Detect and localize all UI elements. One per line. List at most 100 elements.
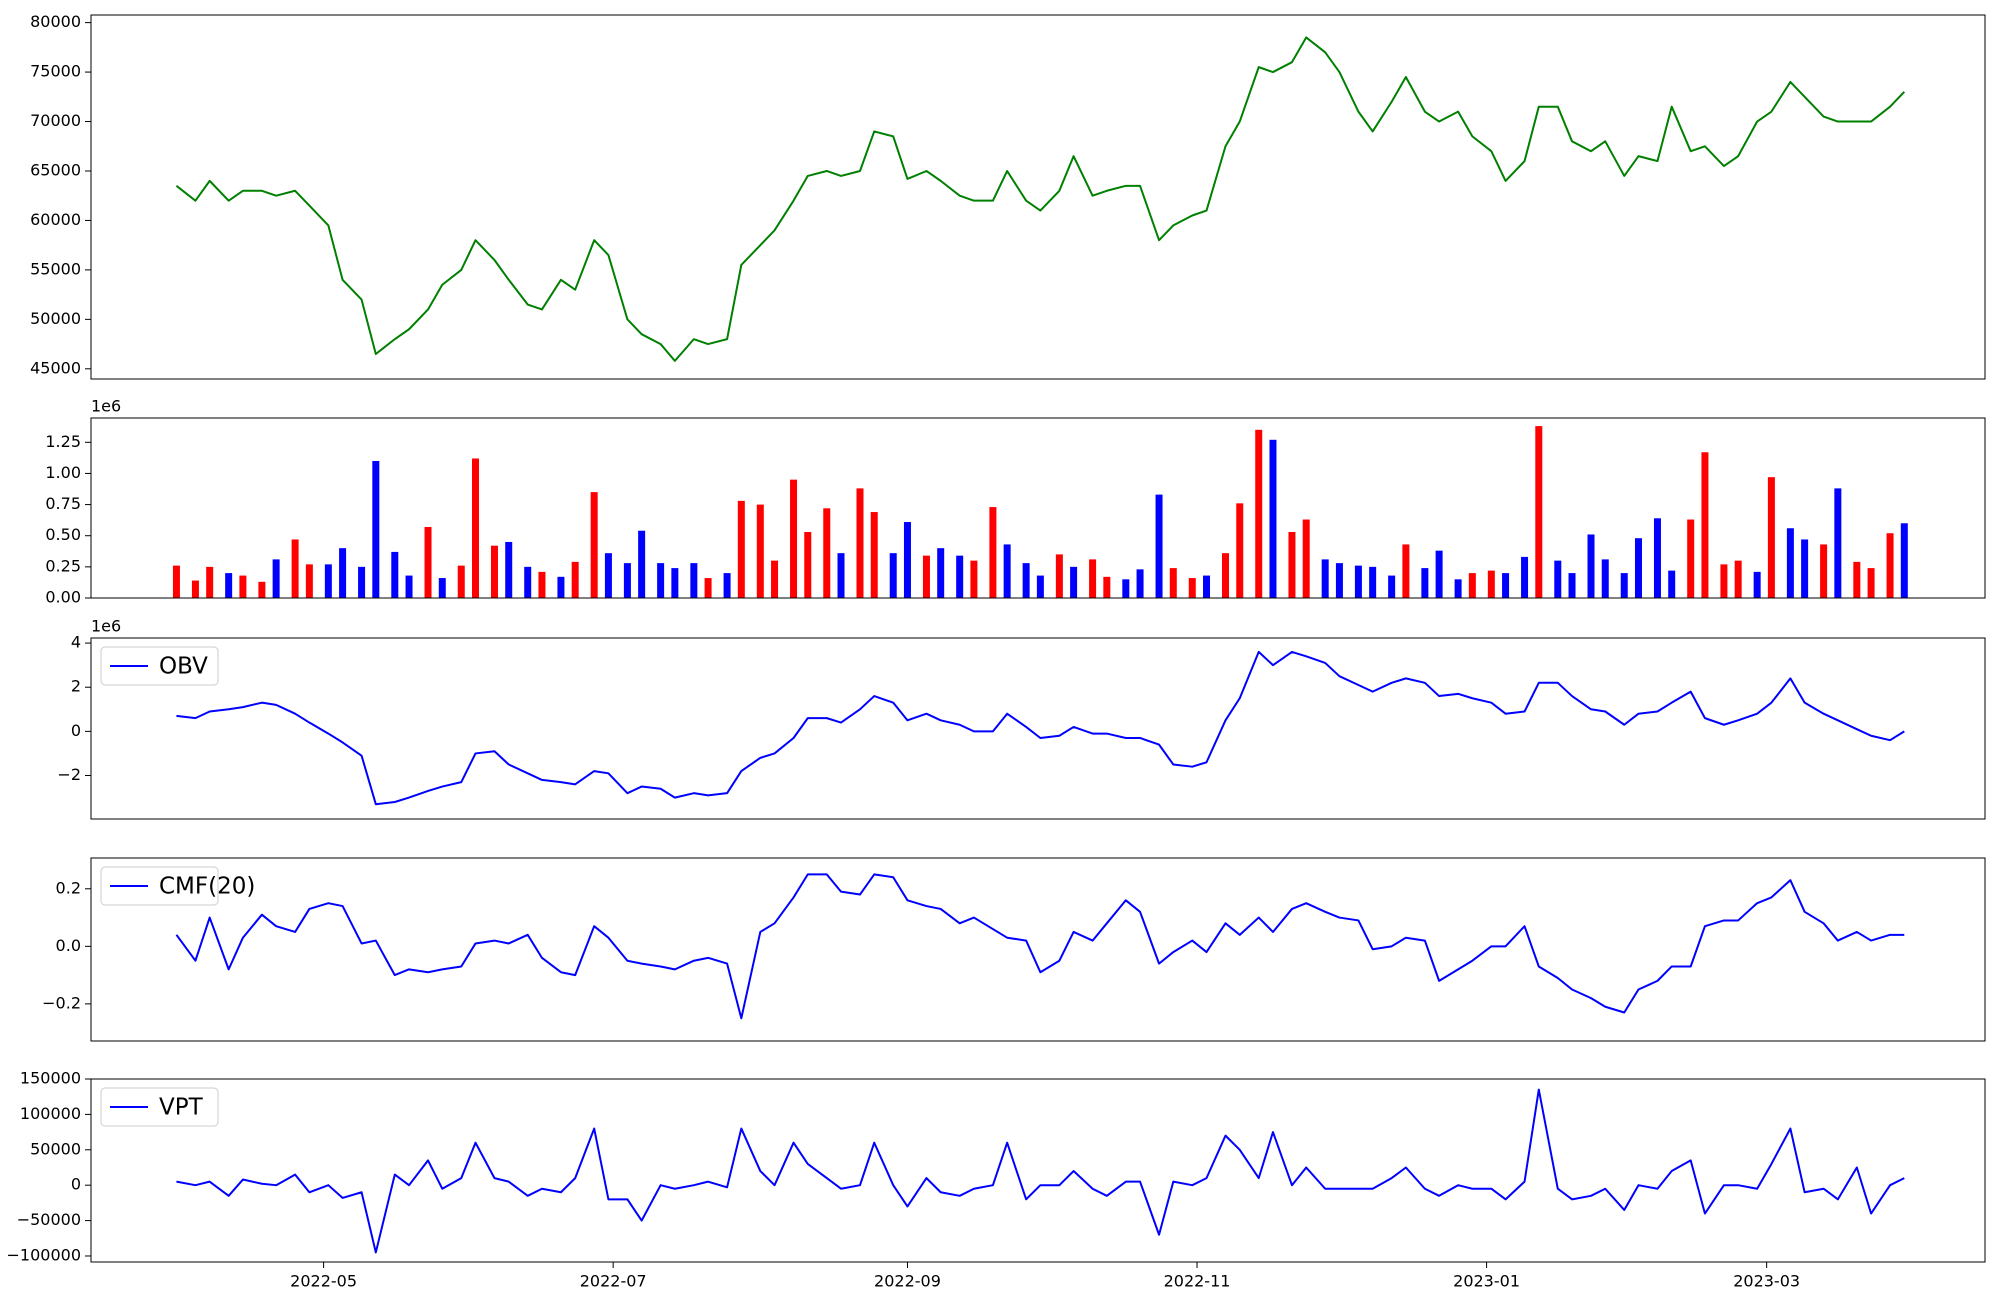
volume-bar: [1720, 564, 1728, 598]
volume-bar: [324, 564, 332, 598]
y-tick-label: 50000: [30, 309, 81, 328]
legend-label: OBV: [159, 654, 208, 680]
series-line: [175, 873, 1905, 1020]
volume-bar: [1634, 538, 1642, 598]
volume-bar: [1136, 569, 1144, 598]
panel: 45000 50000 55000 60000 65000 70000 75000 80000: [30, 12, 1986, 380]
axis-offset-label: 1e6: [91, 397, 121, 416]
volume-bar: [272, 559, 280, 598]
volume-bar: [1601, 559, 1609, 598]
volume-bar: [823, 508, 831, 598]
volume-bar: [305, 564, 313, 598]
volume-bar: [1554, 560, 1562, 598]
volume-bar: [424, 526, 432, 598]
volume-bar: [1900, 523, 1908, 598]
volume-bar: [970, 560, 978, 598]
volume-bar: [405, 575, 413, 598]
y-tick-label: 0.50: [45, 525, 81, 544]
volume-bar: [1753, 571, 1761, 598]
y-tick-label: 0: [71, 721, 81, 740]
volume-bar: [239, 575, 247, 598]
y-tick-label: 70000: [30, 111, 81, 130]
volume-bar: [1767, 477, 1775, 598]
volume-bar: [1687, 519, 1695, 598]
volume-bar: [172, 565, 180, 598]
y-tick-label: 0.75: [45, 494, 81, 513]
volume-bar: [1834, 488, 1842, 598]
volume-bar: [1535, 426, 1543, 598]
volume-bar: [804, 531, 812, 598]
series-line: [176, 1088, 1905, 1254]
x-tick-label: 2022-09: [874, 1272, 941, 1291]
volume-bar: [870, 512, 878, 598]
plot-frame: [90, 417, 1986, 599]
y-tick-label: 0.2: [56, 878, 81, 897]
plot-frame: [90, 857, 1986, 1042]
plot-frame: [90, 14, 1986, 380]
volume-bar: [1269, 439, 1277, 598]
volume-bar: [1668, 570, 1676, 598]
axis-offset-label: 1e6: [91, 617, 121, 636]
volume-bar: [391, 551, 399, 598]
legend-box: [100, 646, 219, 686]
plot-frame: [90, 1078, 1986, 1263]
y-tick-label: 0.00: [45, 588, 81, 607]
volume-bar: [790, 479, 798, 598]
volume-bar: [737, 500, 745, 598]
volume-bar: [291, 539, 299, 598]
volume-bar: [1421, 568, 1429, 598]
volume-bar: [1853, 561, 1861, 598]
volume-bar: [1122, 579, 1130, 598]
y-tick-label: 80000: [30, 12, 81, 31]
volume-bar: [1786, 528, 1794, 598]
y-tick-label: −50000: [17, 1210, 81, 1229]
volume-bar: [557, 576, 565, 598]
panel: −100000 −50000 0 50000 100000 150000 2022-05 20…: [7, 1069, 1986, 1291]
legend-label: VPT: [159, 1095, 204, 1121]
y-tick-label: 150000: [20, 1069, 81, 1088]
volume-bar: [856, 488, 864, 598]
y-tick-label: 60000: [30, 210, 81, 229]
y-tick-label: 0.0: [56, 936, 81, 955]
volume-bar: [604, 553, 612, 598]
volume-bar: [1236, 503, 1244, 598]
x-tick-label: 2023-01: [1453, 1272, 1520, 1291]
panel: −0.2 0.0 0.2 CMF(20): [42, 857, 1986, 1042]
volume-bar: [1820, 544, 1828, 598]
volume-bar: [1653, 518, 1661, 598]
volume-bar: [590, 492, 598, 598]
volume-bar: [372, 460, 380, 598]
volume-bar: [1255, 429, 1263, 598]
y-tick-label: 45000: [30, 358, 81, 377]
y-tick-label: 2: [71, 677, 81, 696]
y-tick-label: 0.25: [45, 556, 81, 575]
volume-bar: [1036, 575, 1044, 598]
volume-bar: [922, 555, 930, 598]
volume-bar: [471, 458, 479, 598]
volume-bar: [358, 566, 366, 598]
volume-bar: [837, 553, 845, 598]
volume-bar: [1089, 559, 1097, 598]
volume-bar: [438, 578, 446, 598]
volume-bar: [225, 573, 233, 598]
volume-bar: [1886, 533, 1894, 598]
volume-bar: [1435, 550, 1443, 598]
y-tick-label: −2: [57, 765, 81, 784]
volume-bar: [1302, 519, 1310, 598]
volume-bar: [771, 560, 779, 598]
volume-bar: [1502, 573, 1510, 598]
volume-bar: [1701, 452, 1709, 598]
volume-bar: [457, 565, 465, 598]
volume-bar: [657, 563, 665, 598]
volume-bar: [1055, 554, 1063, 598]
volume-bar: [1867, 568, 1875, 598]
volume-bar: [1388, 575, 1396, 598]
y-tick-label: −100000: [7, 1245, 81, 1264]
volume-bar: [1070, 566, 1078, 598]
volume-bar: [1169, 568, 1177, 598]
volume-bar: [1521, 556, 1529, 598]
y-tick-label: 75000: [30, 62, 81, 81]
x-tick-label: 2022-05: [290, 1272, 357, 1291]
volume-bar: [1155, 494, 1163, 598]
